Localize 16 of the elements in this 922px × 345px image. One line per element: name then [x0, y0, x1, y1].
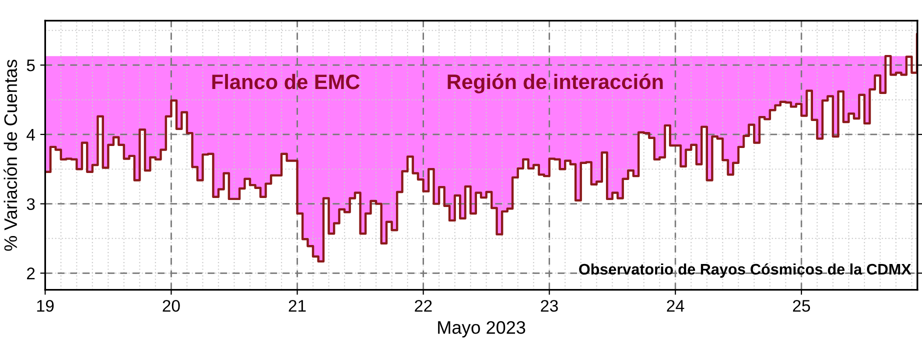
- x-tick-label: 21: [288, 300, 306, 312]
- annotation: Flanco de EMC: [212, 74, 360, 90]
- y-tick-label: 2: [27, 268, 35, 280]
- annotation: Observatorio de Rayos Cósmicos de la CDMX: [579, 263, 912, 278]
- annotation: Región de interacción: [448, 74, 663, 94]
- y-tick-label: 3: [26, 198, 35, 210]
- x-tick-label: 25: [793, 300, 810, 312]
- y-tick-label: 5: [26, 60, 35, 72]
- y-tick-label: 4: [26, 129, 35, 140]
- x-tick-label: 20: [162, 300, 180, 312]
- x-tick-label: 19: [37, 300, 54, 312]
- x-tick-label: 23: [540, 300, 558, 312]
- x-axis-title: Mayo 2023: [438, 321, 526, 338]
- x-tick-label: 24: [666, 300, 684, 312]
- x-tick-label: 22: [414, 300, 432, 312]
- y-axis-title: % Variación de Cuentas: [4, 60, 18, 251]
